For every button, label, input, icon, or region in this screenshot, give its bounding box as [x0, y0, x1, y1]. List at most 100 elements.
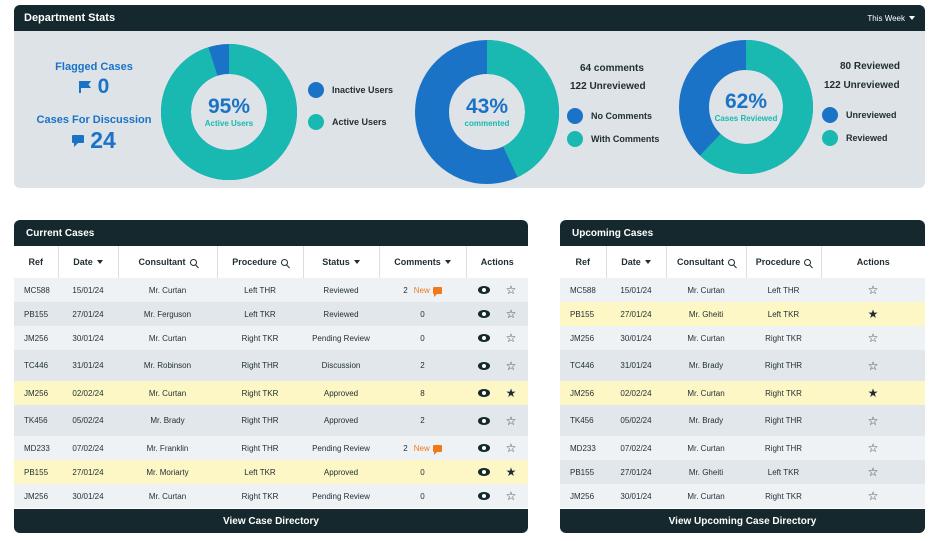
cell-procedure: Left THR — [217, 278, 303, 302]
view-eye-icon[interactable] — [477, 492, 490, 500]
star-filled-icon[interactable]: ★ — [505, 386, 517, 400]
legend-label: Reviewed — [846, 133, 888, 143]
col-procedure-search[interactable]: Procedure — [217, 246, 304, 278]
current-cases-card: Current Cases Ref Date Consultant Proced… — [14, 220, 528, 533]
cases-reviewed-donut: 62% Cases Reviewed — [676, 37, 816, 177]
new-comments-badge[interactable]: New — [414, 286, 442, 297]
star-outline-icon[interactable]: ☆ — [505, 413, 517, 428]
col-consultant-search[interactable]: Consultant — [666, 246, 747, 278]
table-row[interactable]: JM256 30/01/24 Mr. Curtan Right TKR ☆ — [560, 326, 925, 350]
star-outline-icon[interactable]: ☆ — [505, 331, 517, 345]
donut-value-arc — [415, 40, 559, 184]
header-label: Status — [322, 257, 350, 267]
star-filled-icon[interactable]: ★ — [867, 307, 879, 321]
cell-actions: ★ — [466, 460, 528, 484]
view-upcoming-case-directory-button[interactable]: View Upcoming Case Directory — [560, 509, 925, 533]
cell-consultant: Mr. Curtan — [666, 381, 746, 405]
star-outline-icon[interactable]: ☆ — [505, 307, 517, 321]
comment-icon — [432, 444, 442, 455]
star-outline-icon[interactable]: ☆ — [867, 358, 879, 373]
table-header-row: Ref Date Consultant Procedure Status Com… — [14, 246, 528, 278]
star-outline-icon[interactable]: ☆ — [505, 489, 517, 503]
header-label: Consultant — [677, 257, 724, 267]
view-eye-icon[interactable] — [477, 286, 490, 294]
table-row[interactable]: JM256 30/01/24 Mr. Curtan Right TKR Pending … — [14, 326, 528, 350]
col-consultant-search[interactable]: Consultant — [118, 246, 218, 278]
col-date-sort[interactable]: Date — [606, 246, 667, 278]
comment-count: 0 — [420, 309, 425, 319]
view-eye-icon[interactable] — [477, 361, 490, 370]
discussion-cases-stat[interactable]: Cases For Discussion 24 — [26, 114, 162, 154]
header-label: Comments — [394, 257, 441, 267]
unreviewed-count-line: 122 Unreviewed — [570, 81, 646, 92]
col-date-sort[interactable]: Date — [58, 246, 119, 278]
view-eye-icon[interactable] — [477, 310, 490, 318]
view-eye-icon[interactable] — [477, 468, 490, 476]
table-row[interactable]: MD233 07/02/24 Mr. Curtan Right THR ☆ — [560, 436, 925, 460]
cell-ref: MC588 — [14, 278, 58, 302]
table-row[interactable]: JM256 02/02/24 Mr. Curtan Right TKR Approved… — [14, 381, 528, 405]
cell-ref: PB155 — [14, 460, 58, 484]
flagged-count: 0 — [97, 75, 110, 98]
star-outline-icon[interactable]: ☆ — [505, 283, 517, 297]
flagged-cases-stat[interactable]: Flagged Cases 0 — [34, 61, 154, 99]
stats-header: Department Stats This Week — [14, 5, 925, 31]
view-eye-icon[interactable] — [477, 444, 490, 452]
cell-comments: 0 — [379, 326, 466, 350]
search-icon — [280, 258, 288, 266]
cell-actions: ☆ — [466, 484, 528, 508]
star-outline-icon[interactable]: ☆ — [867, 465, 879, 479]
table-row[interactable]: TK456 05/02/24 Mr. Brady Right THR ☆ — [560, 405, 925, 436]
table-row[interactable]: MC588 15/01/24 Mr. Curtan Left THR Reviewed 2… — [14, 278, 528, 302]
star-outline-icon[interactable]: ☆ — [867, 441, 879, 455]
new-comments-badge[interactable]: New — [414, 444, 442, 455]
star-outline-icon[interactable]: ☆ — [867, 331, 879, 345]
period-dropdown[interactable]: This Week — [867, 14, 915, 23]
table-row[interactable]: PB155 27/01/24 Mr. Moriarty Left TKR Approve… — [14, 460, 528, 484]
upcoming-cases-title: Upcoming Cases — [560, 220, 925, 246]
view-case-directory-button[interactable]: View Case Directory — [14, 509, 528, 533]
donut-center: 62% Cases Reviewed — [676, 37, 816, 177]
commented-donut: 43% commented — [412, 37, 562, 187]
table-row[interactable]: MC588 15/01/24 Mr. Curtan Left THR ☆ — [560, 278, 925, 302]
legend-dot-blue — [567, 108, 583, 124]
star-outline-icon[interactable]: ☆ — [867, 413, 879, 428]
col-procedure-search[interactable]: Procedure — [746, 246, 822, 278]
view-eye-icon[interactable] — [477, 389, 490, 397]
table-row[interactable]: PB155 27/01/24 Mr. Gheiti Left TKR ★ — [560, 302, 925, 326]
cell-ref: JM256 — [14, 326, 58, 350]
cell-actions: ☆ — [466, 405, 528, 436]
col-comments-sort[interactable]: Comments — [379, 246, 467, 278]
view-eye-icon[interactable] — [477, 416, 490, 425]
star-outline-icon[interactable]: ☆ — [505, 441, 517, 455]
star-outline-icon[interactable]: ☆ — [867, 283, 879, 297]
table-row[interactable]: JM256 30/01/24 Mr. Curtan Right TKR Pending … — [14, 484, 528, 508]
table-row[interactable]: TC446 31/01/24 Mr. Robinson Right THR Discus… — [14, 350, 528, 381]
table-row[interactable]: PB155 27/01/24 Mr. Ferguson Left TKR Reviewe… — [14, 302, 528, 326]
cell-date: 15/01/24 — [606, 278, 666, 302]
cell-actions: ★ — [821, 381, 925, 405]
cell-ref: PB155 — [14, 302, 58, 326]
cell-status: Pending Review — [303, 436, 379, 460]
table-row[interactable]: JM256 02/02/24 Mr. Curtan Right TKR ★ — [560, 381, 925, 405]
table-row[interactable]: TC446 31/01/24 Mr. Brady Right THR ☆ — [560, 350, 925, 381]
donut-percent: 95% — [207, 95, 251, 118]
cell-date: 15/01/24 — [58, 278, 118, 302]
table-row[interactable]: PB155 27/01/24 Mr. Gheiti Left TKR ☆ — [560, 460, 925, 484]
star-outline-icon[interactable]: ☆ — [867, 489, 879, 503]
col-status-sort[interactable]: Status — [303, 246, 380, 278]
cell-procedure: Right TKR — [217, 381, 303, 405]
star-outline-icon[interactable]: ☆ — [505, 358, 517, 373]
table-row[interactable]: JM256 30/01/24 Mr. Curtan Right TKR ☆ — [560, 484, 925, 508]
cell-ref: PB155 — [560, 460, 606, 484]
cell-consultant: Mr. Gheiti — [666, 460, 746, 484]
star-filled-icon[interactable]: ★ — [505, 465, 517, 479]
cell-actions: ☆ — [821, 278, 925, 302]
star-filled-icon[interactable]: ★ — [867, 386, 879, 400]
cell-actions: ☆ — [821, 405, 925, 436]
table-row[interactable]: TK456 05/02/24 Mr. Brady Right THR Approved 2… — [14, 405, 528, 436]
table-row[interactable]: MD233 07/02/24 Mr. Franklin Right THR Pendin… — [14, 436, 528, 460]
view-eye-icon[interactable] — [477, 334, 490, 342]
col-ref: Ref — [14, 246, 59, 278]
cell-actions: ☆ — [821, 350, 925, 381]
